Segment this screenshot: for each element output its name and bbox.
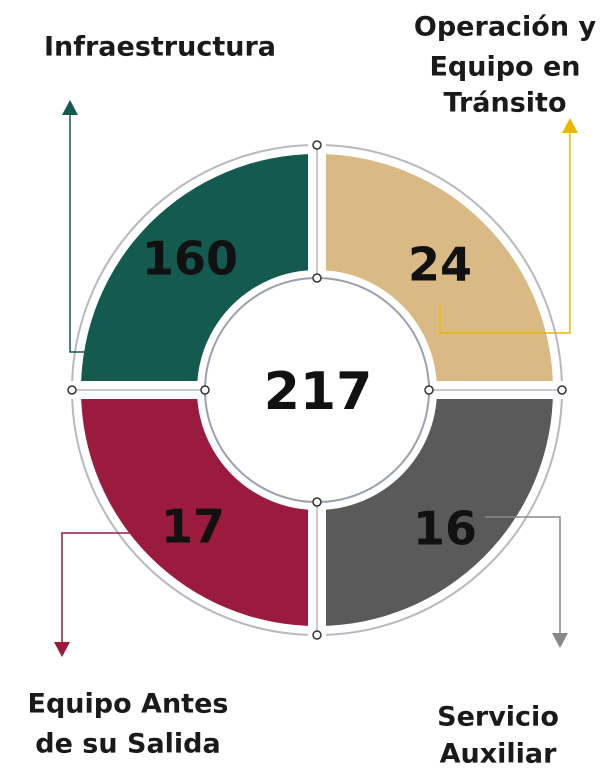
segment-label: Equipo Antes xyxy=(28,689,229,720)
connectors xyxy=(54,100,578,657)
segment xyxy=(81,154,317,390)
node xyxy=(312,140,322,150)
segment-value: 16 xyxy=(413,502,477,556)
nodes xyxy=(67,140,567,640)
connector xyxy=(61,532,130,642)
node xyxy=(557,385,567,395)
segment-label: Operación y xyxy=(414,12,597,43)
segment xyxy=(81,390,317,626)
node xyxy=(312,497,322,507)
arrowhead xyxy=(54,642,70,657)
connector xyxy=(485,516,561,633)
total: 217 xyxy=(264,362,373,422)
segment-value: 17 xyxy=(161,500,225,554)
node xyxy=(312,630,322,640)
segment-value: 160 xyxy=(142,232,238,286)
node xyxy=(200,385,210,395)
segment xyxy=(317,390,553,626)
node xyxy=(67,385,77,395)
arrowhead xyxy=(562,118,578,133)
segment-label: Equipo en xyxy=(429,52,580,83)
segment-label: Auxiliar xyxy=(440,739,558,768)
connector xyxy=(69,112,85,353)
segment-label: Tránsito xyxy=(444,88,567,119)
segment-label: Servicio xyxy=(437,702,559,733)
connector xyxy=(439,132,571,334)
node xyxy=(424,385,434,395)
segment xyxy=(317,154,553,390)
node xyxy=(312,273,322,283)
arrowhead xyxy=(62,100,78,115)
segment-value: 24 xyxy=(408,238,472,292)
segment-label: de su Salida xyxy=(35,729,220,760)
arrowhead xyxy=(552,633,568,648)
segment-label: Infraestructura xyxy=(44,32,276,63)
